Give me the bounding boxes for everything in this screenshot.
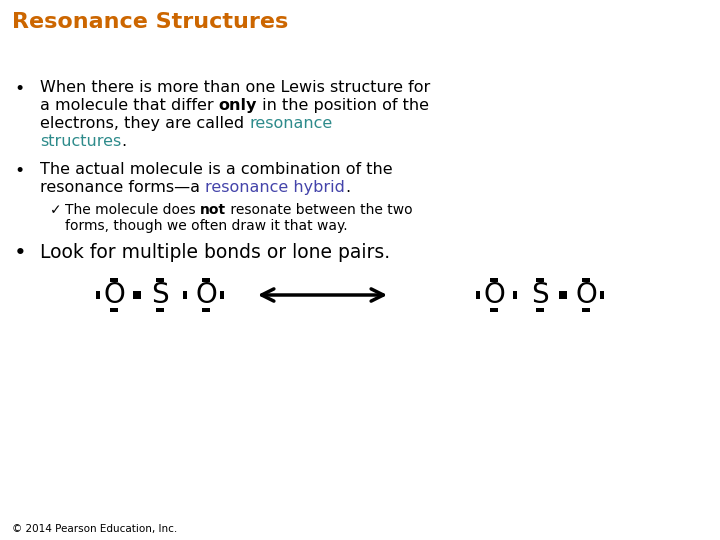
Text: O: O [103, 281, 125, 309]
Text: structures: structures [40, 134, 121, 149]
Text: •: • [14, 243, 27, 263]
Text: electrons, they are called: electrons, they are called [40, 116, 249, 131]
Text: S: S [531, 281, 549, 309]
Text: a molecule that differ: a molecule that differ [40, 98, 219, 113]
Text: © 2014 Pearson Education, Inc.: © 2014 Pearson Education, Inc. [12, 524, 177, 534]
Text: forms, though we often draw it that way.: forms, though we often draw it that way. [65, 219, 348, 233]
Text: O: O [575, 281, 597, 309]
Text: resonance: resonance [249, 116, 333, 131]
Text: resonance hybrid: resonance hybrid [205, 180, 345, 195]
Text: .: . [121, 134, 127, 149]
Text: Look for multiple bonds or lone pairs.: Look for multiple bonds or lone pairs. [40, 243, 390, 262]
Text: S: S [151, 281, 168, 309]
Text: ✓: ✓ [50, 203, 62, 217]
Text: in the position of the: in the position of the [257, 98, 429, 113]
Text: •: • [14, 162, 24, 180]
Text: Resonance Structures: Resonance Structures [12, 12, 288, 32]
Text: .: . [345, 180, 350, 195]
Text: only: only [219, 98, 257, 113]
Text: resonance forms—a: resonance forms—a [40, 180, 205, 195]
Text: O: O [195, 281, 217, 309]
Text: not: not [200, 203, 226, 217]
Text: •: • [14, 80, 24, 98]
Text: The actual molecule is a combination of the: The actual molecule is a combination of … [40, 162, 392, 177]
Text: resonate between the two: resonate between the two [226, 203, 413, 217]
Text: O: O [483, 281, 505, 309]
Text: When there is more than one Lewis structure for: When there is more than one Lewis struct… [40, 80, 431, 95]
Text: The molecule does: The molecule does [65, 203, 200, 217]
